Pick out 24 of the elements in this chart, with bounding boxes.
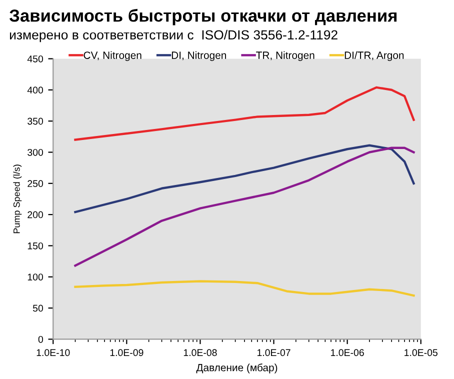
x-tick-label: 1.0E-06 (331, 349, 364, 356)
y-tick-label: 150 (28, 242, 44, 250)
x-axis-title: Давление (мбар) (196, 364, 278, 374)
y-tick-label: 450 (27, 55, 44, 62)
y-tick-label: 200 (28, 211, 44, 218)
y-axis-title: Pump Speed (l/s) (13, 164, 22, 234)
y-tick-label: 100 (28, 274, 44, 280)
x-tick-label: 1.0E-09 (110, 349, 144, 356)
chart-subtitle: измерено в соответветствии с ISO/DIS 3556-1.2-1192 (10, 30, 338, 42)
y-tick-label: 250 (28, 180, 44, 188)
x-tick-label: 1.0E-08 (184, 349, 217, 356)
legend-label: TR, Nitrogen (256, 51, 314, 62)
x-tick-label: 1.0E-05 (404, 349, 438, 356)
legend-label: DI/TR, Argon (344, 51, 404, 62)
x-tick-label: 1.0E-07 (257, 349, 290, 356)
x-tick-label: 1.0E-10 (36, 349, 70, 356)
y-tick-label: 350 (28, 118, 44, 125)
y-tick-label: 300 (28, 148, 44, 156)
legend-label: DI, Nitrogen (172, 51, 226, 62)
y-tick-label: 50 (32, 304, 44, 312)
y-tick-label: 0 (38, 336, 44, 343)
chart-title: Зависимость быстроты откачки от давления (9, 8, 397, 26)
y-tick-label: 400 (27, 86, 44, 94)
legend-label: CV, Nitrogen (84, 51, 142, 62)
